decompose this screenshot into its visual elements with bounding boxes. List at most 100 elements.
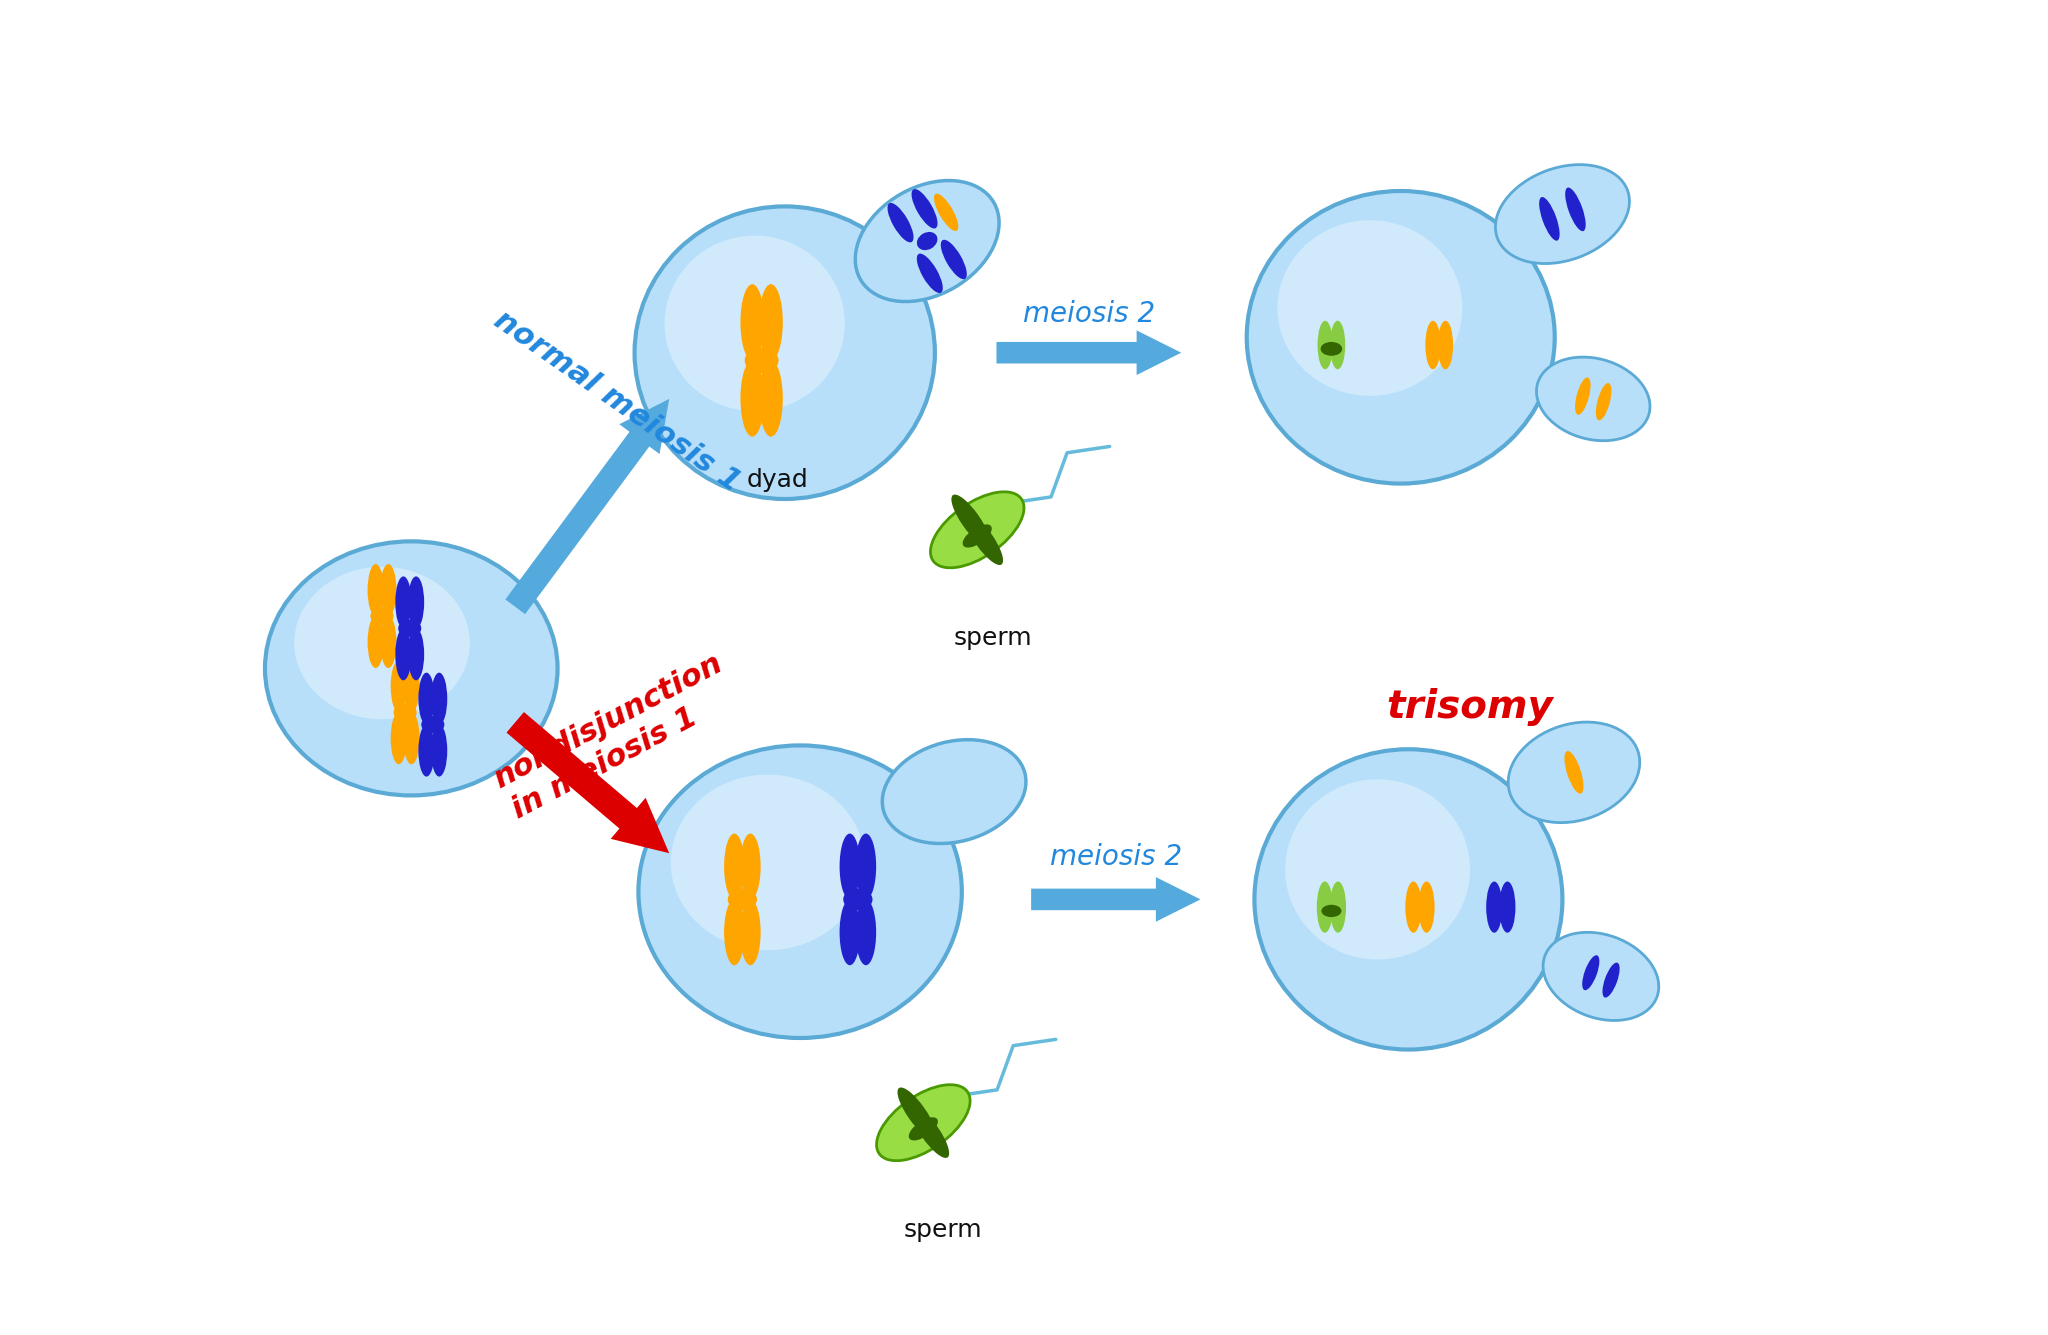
Text: nondisjunction: nondisjunction	[487, 649, 727, 794]
Ellipse shape	[1602, 963, 1620, 997]
Ellipse shape	[741, 284, 764, 360]
Ellipse shape	[391, 661, 408, 713]
Ellipse shape	[672, 774, 864, 951]
Ellipse shape	[408, 577, 424, 629]
Ellipse shape	[1491, 902, 1511, 917]
Polygon shape	[506, 399, 670, 614]
Ellipse shape	[1595, 383, 1612, 421]
Ellipse shape	[395, 577, 412, 629]
Ellipse shape	[739, 900, 760, 965]
Text: trisomy: trisomy	[1386, 688, 1554, 726]
Text: sperm: sperm	[952, 626, 1032, 650]
Ellipse shape	[856, 833, 877, 900]
Ellipse shape	[371, 607, 393, 625]
Ellipse shape	[430, 673, 446, 725]
Ellipse shape	[1405, 881, 1421, 933]
Ellipse shape	[422, 716, 444, 733]
Ellipse shape	[418, 725, 434, 777]
Ellipse shape	[391, 713, 408, 764]
Ellipse shape	[639, 745, 963, 1039]
Polygon shape	[997, 330, 1182, 375]
Ellipse shape	[430, 725, 446, 777]
Ellipse shape	[934, 194, 958, 231]
Ellipse shape	[1542, 932, 1659, 1020]
Ellipse shape	[635, 207, 934, 499]
Ellipse shape	[1583, 956, 1599, 991]
Ellipse shape	[930, 491, 1024, 567]
Ellipse shape	[877, 1085, 971, 1160]
Ellipse shape	[1321, 342, 1341, 356]
Ellipse shape	[1321, 902, 1341, 917]
Ellipse shape	[403, 713, 420, 764]
Ellipse shape	[918, 254, 942, 294]
Ellipse shape	[1419, 881, 1434, 933]
Ellipse shape	[367, 565, 383, 615]
Ellipse shape	[725, 833, 745, 900]
Ellipse shape	[1317, 881, 1333, 933]
Ellipse shape	[1286, 780, 1470, 960]
Ellipse shape	[381, 615, 397, 668]
Ellipse shape	[965, 514, 1004, 565]
Text: normal meiosis 1: normal meiosis 1	[487, 306, 745, 498]
Ellipse shape	[952, 494, 989, 546]
Ellipse shape	[1565, 187, 1585, 231]
Ellipse shape	[840, 833, 860, 900]
Text: meiosis 2: meiosis 2	[1022, 300, 1155, 328]
Polygon shape	[1030, 877, 1200, 921]
Ellipse shape	[295, 567, 469, 720]
Ellipse shape	[840, 900, 860, 965]
Ellipse shape	[1425, 320, 1440, 370]
Polygon shape	[506, 712, 670, 853]
Ellipse shape	[911, 190, 938, 228]
Ellipse shape	[739, 833, 760, 900]
Ellipse shape	[395, 629, 412, 681]
Ellipse shape	[725, 900, 745, 965]
Ellipse shape	[381, 565, 397, 615]
Ellipse shape	[856, 900, 877, 965]
Text: in meiosis 1: in meiosis 1	[508, 702, 702, 825]
Ellipse shape	[418, 673, 434, 725]
Ellipse shape	[844, 888, 872, 910]
Ellipse shape	[397, 619, 422, 637]
Ellipse shape	[940, 240, 967, 279]
Ellipse shape	[1575, 378, 1591, 415]
Ellipse shape	[1499, 881, 1516, 933]
Ellipse shape	[367, 615, 383, 668]
Ellipse shape	[264, 542, 557, 796]
Ellipse shape	[1565, 752, 1583, 794]
Ellipse shape	[403, 661, 420, 713]
Ellipse shape	[918, 232, 938, 250]
Ellipse shape	[1329, 320, 1346, 370]
Ellipse shape	[1536, 356, 1651, 441]
Ellipse shape	[883, 740, 1026, 844]
Ellipse shape	[1255, 749, 1563, 1049]
Ellipse shape	[911, 1107, 948, 1157]
Ellipse shape	[1540, 198, 1561, 240]
Ellipse shape	[963, 525, 991, 547]
Text: sperm: sperm	[903, 1219, 981, 1243]
Ellipse shape	[909, 1117, 938, 1140]
Ellipse shape	[1507, 722, 1640, 822]
Ellipse shape	[745, 347, 778, 372]
Ellipse shape	[1430, 340, 1450, 354]
Text: dyad: dyad	[745, 467, 807, 491]
Ellipse shape	[1487, 881, 1503, 933]
Ellipse shape	[1321, 905, 1341, 917]
Ellipse shape	[741, 360, 764, 437]
Ellipse shape	[393, 704, 416, 721]
Ellipse shape	[887, 203, 913, 243]
Ellipse shape	[1329, 881, 1346, 933]
Ellipse shape	[897, 1088, 936, 1139]
Ellipse shape	[1247, 191, 1554, 483]
Ellipse shape	[1317, 320, 1333, 370]
Ellipse shape	[1438, 320, 1454, 370]
Ellipse shape	[760, 284, 782, 360]
Ellipse shape	[727, 888, 758, 910]
Ellipse shape	[408, 629, 424, 681]
Text: meiosis 2: meiosis 2	[1051, 842, 1182, 870]
Ellipse shape	[1321, 340, 1341, 354]
Ellipse shape	[1278, 220, 1462, 395]
Ellipse shape	[856, 180, 999, 302]
Ellipse shape	[666, 236, 844, 411]
Ellipse shape	[760, 360, 782, 437]
